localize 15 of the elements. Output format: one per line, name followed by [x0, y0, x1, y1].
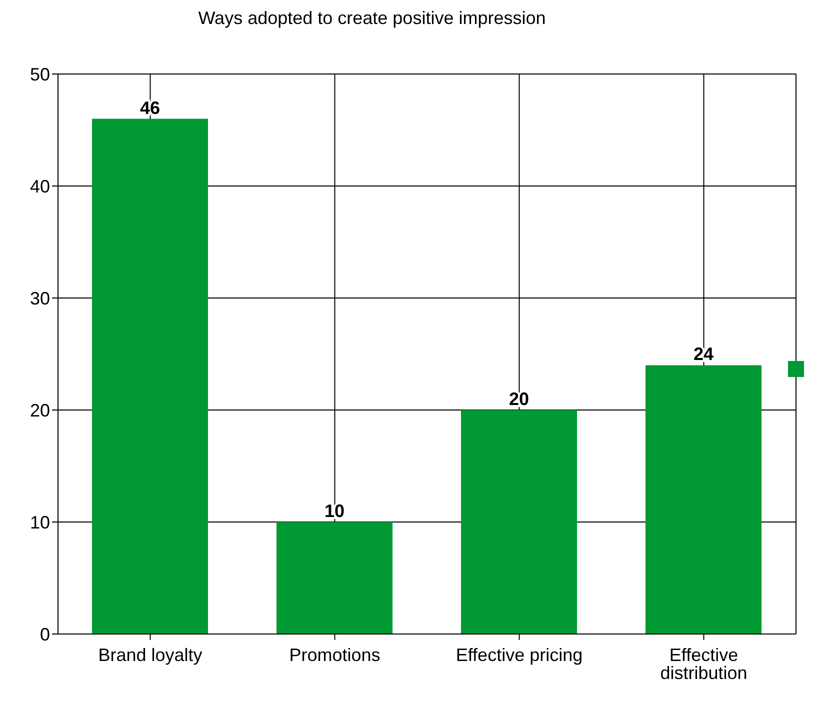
x-tick-label: Brand loyalty [98, 644, 202, 665]
y-tick-label: 10 [30, 512, 50, 532]
bar [646, 365, 762, 634]
y-tick-label: 40 [30, 176, 50, 196]
y-tick-label: 20 [30, 400, 50, 420]
y-tick-label: 30 [30, 288, 50, 308]
y-tick-label: 0 [40, 624, 50, 644]
chart-title: Ways adopted to create positive impression [197, 8, 547, 30]
x-tick-label: Effective distribution [660, 644, 748, 683]
x-tick-label: Effective pricing [456, 644, 583, 665]
x-tick-label: Promotions [289, 644, 380, 665]
y-tick-label: 50 [30, 64, 50, 84]
bar [276, 522, 392, 634]
bar [92, 118, 208, 634]
bar [461, 410, 577, 634]
